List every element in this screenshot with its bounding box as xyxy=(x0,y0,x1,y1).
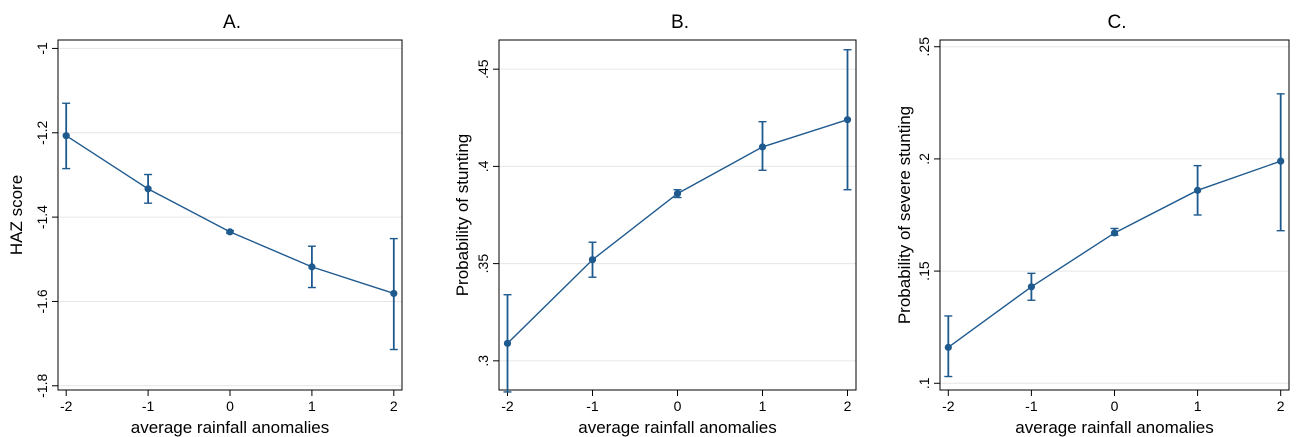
data-point xyxy=(62,132,70,140)
data-point xyxy=(390,289,398,298)
y-tick-label: .45 xyxy=(475,59,491,79)
x-tick-label: 0 xyxy=(674,398,682,414)
data-point xyxy=(944,343,952,351)
x-axis-title: average rainfall anomalies xyxy=(131,418,329,437)
plot-frame xyxy=(939,39,1290,391)
plot-frame xyxy=(498,39,857,391)
x-tick-label: 0 xyxy=(1111,398,1119,414)
panel-3: .1 .15 .2 .25 -2 -1 0 1 2 C. average rainfall anom… xyxy=(895,12,1290,437)
y-tick-label: -1 xyxy=(34,42,50,55)
data-point xyxy=(673,190,682,198)
x-tick-label: -1 xyxy=(1025,398,1038,414)
data-point xyxy=(1277,157,1285,165)
y-tick-label: -1.2 xyxy=(34,120,50,144)
data-point xyxy=(758,143,767,151)
data-point xyxy=(1193,186,1202,194)
x-tick-label: -2 xyxy=(60,398,73,414)
x-tick-label: -1 xyxy=(142,398,155,414)
data-point xyxy=(144,185,152,193)
y-axis-title: HAZ score xyxy=(7,175,26,255)
x-axis-title: average rainfall anomalies xyxy=(578,418,776,437)
y-tick-label: -1.4 xyxy=(34,205,50,229)
data-point xyxy=(588,256,597,264)
data-point xyxy=(226,228,234,236)
y-tick-label: .15 xyxy=(916,261,932,281)
x-axis-title: average rainfall anomalies xyxy=(1015,418,1213,437)
y-axis-title: Probability of severe stunting xyxy=(895,106,914,324)
y-tick-label: .2 xyxy=(916,153,932,165)
y-tick-label: .4 xyxy=(475,160,491,172)
data-point xyxy=(1110,229,1119,237)
panel-1: -1 -1.2 -1.4 -1.6 -1.8 -2 -1 0 1 2 A. average rainf… xyxy=(7,12,403,437)
x-tick-label: -2 xyxy=(501,398,514,414)
y-tick-label: .3 xyxy=(475,355,491,367)
y-tick-label: .25 xyxy=(916,37,932,57)
series-line xyxy=(507,119,848,344)
panel-title: B. xyxy=(671,12,689,33)
y-tick-label: .1 xyxy=(916,377,932,389)
x-tick-label: 1 xyxy=(759,398,767,414)
series-line xyxy=(65,135,395,295)
x-tick-label: -1 xyxy=(586,398,599,414)
panel-2: .3 .35 .4 .45 -2 -1 0 1 2 B. average rainfall anom… xyxy=(453,12,857,437)
data-point xyxy=(843,116,852,124)
data-point xyxy=(503,339,512,347)
x-tick-label: 0 xyxy=(226,398,234,414)
x-tick-label: 2 xyxy=(844,398,852,414)
plot-frame xyxy=(57,39,403,391)
series-line xyxy=(947,160,1281,348)
y-axis-title: Probability of stunting xyxy=(453,134,472,297)
data-point xyxy=(1027,283,1036,291)
y-tick-label: -1.6 xyxy=(34,289,50,313)
y-tick-label: -1.8 xyxy=(34,374,50,398)
panel-title: A. xyxy=(223,12,241,33)
x-tick-label: 1 xyxy=(1194,398,1202,414)
y-tick-label: .35 xyxy=(475,254,491,274)
x-tick-label: 2 xyxy=(1277,398,1285,414)
x-tick-label: -2 xyxy=(942,398,955,414)
data-point xyxy=(308,263,316,271)
panel-title: C. xyxy=(1108,12,1127,33)
x-tick-label: 1 xyxy=(308,398,316,414)
x-tick-label: 2 xyxy=(390,398,398,414)
